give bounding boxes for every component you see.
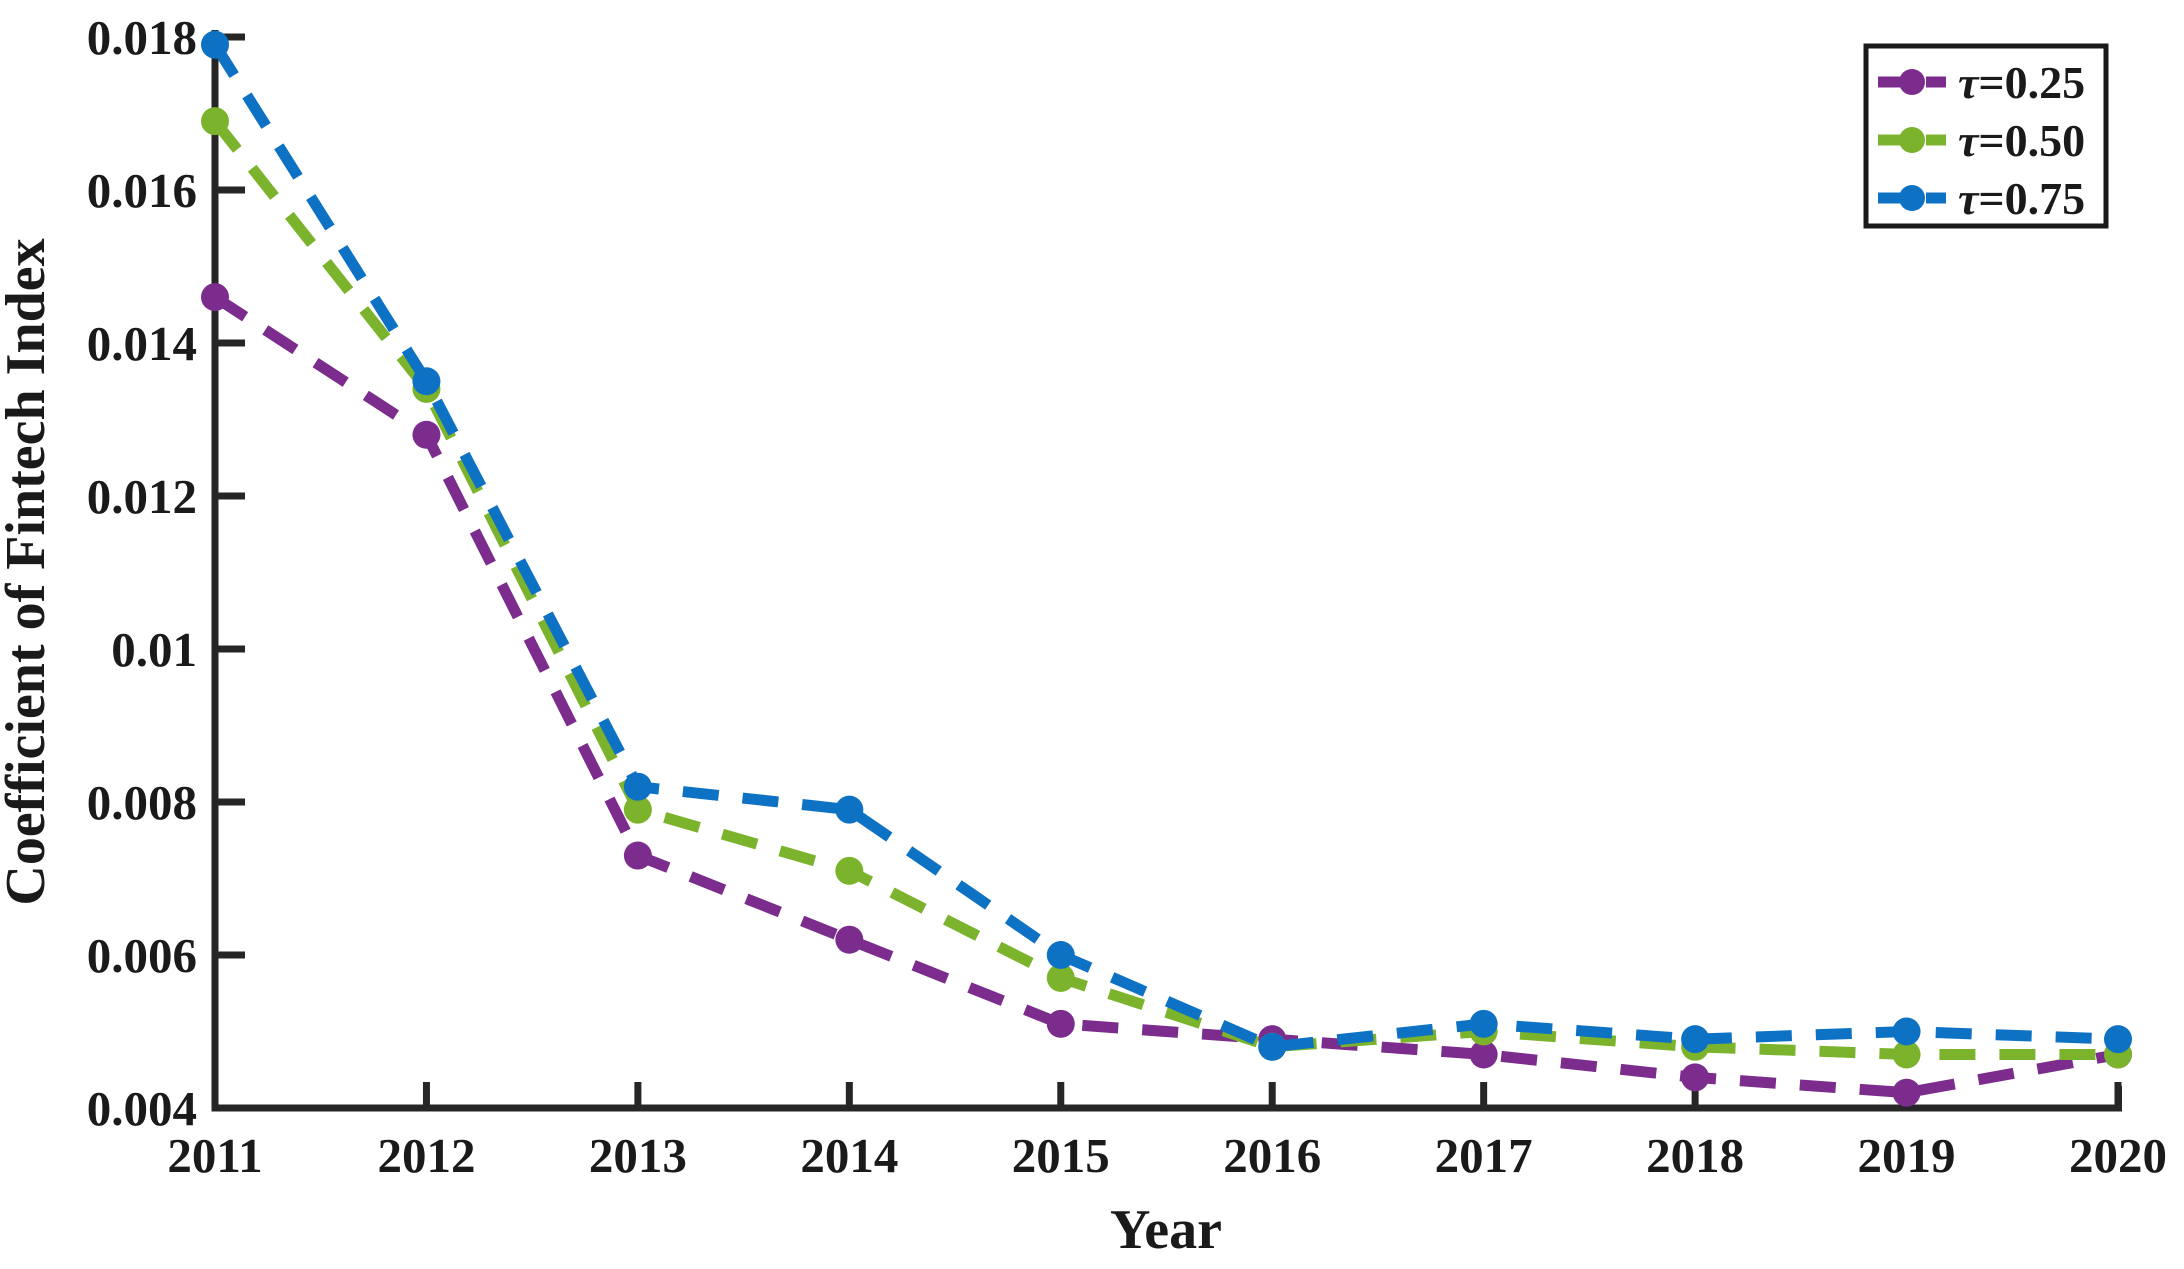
- legend-entry-τ=0.75: τ=0.75: [1878, 173, 2085, 224]
- legend-label: τ=0.25: [1958, 57, 2085, 108]
- data-point-marker: [1469, 1040, 1498, 1069]
- data-point-marker: [1681, 1025, 1710, 1054]
- y-axis-label: Coefficient of Fintech Index: [0, 238, 57, 905]
- series-line: [211, 292, 2119, 1099]
- data-point-marker: [1892, 1040, 1921, 1069]
- x-tick-label: 2013: [589, 1128, 687, 1183]
- x-tick-label: 2015: [1012, 1128, 1110, 1183]
- legend: τ=0.25 τ=0.50 τ=0.75: [1863, 43, 2109, 229]
- data-point-marker: [412, 420, 441, 449]
- data-point-marker: [1046, 1009, 1075, 1038]
- series-line: [210, 117, 2118, 1060]
- legend-label: τ=0.50: [1958, 115, 2085, 166]
- x-tick-label: 2011: [167, 1128, 262, 1183]
- series-τ=0.50: [201, 107, 2132, 1069]
- data-point-marker: [835, 795, 864, 824]
- legend-label: τ=0.75: [1958, 173, 2085, 224]
- x-tick-label: 2016: [1223, 1128, 1321, 1183]
- data-point-marker: [623, 795, 652, 824]
- y-tick-label: 0.008: [87, 775, 197, 830]
- series-τ=0.25: [201, 283, 2132, 1107]
- data-point-marker: [1892, 1078, 1921, 1107]
- x-tick-label: 2017: [1435, 1128, 1533, 1183]
- data-point-marker: [1892, 1017, 1921, 1046]
- series-group: [201, 30, 2132, 1107]
- legend-marker: [1899, 69, 1925, 95]
- x-tick-label: 2020: [2069, 1128, 2167, 1183]
- data-point-marker: [201, 30, 229, 59]
- data-point-marker: [1258, 1032, 1287, 1061]
- series-τ=0.75: [201, 30, 2132, 1061]
- legend-entry-τ=0.50: τ=0.50: [1878, 115, 2085, 166]
- y-tick-label: 0.004: [87, 1081, 197, 1136]
- data-point-marker: [1046, 941, 1075, 969]
- data-point-marker: [623, 841, 652, 870]
- data-point-marker: [1681, 1063, 1710, 1092]
- x-tick-label: 2012: [377, 1128, 475, 1183]
- y-tick-label: 0.006: [87, 928, 197, 983]
- data-point-marker: [835, 856, 864, 885]
- data-point-marker: [201, 283, 229, 312]
- data-point-marker: [201, 107, 229, 136]
- data-point-marker: [835, 925, 864, 954]
- x-axis-label: Year: [1110, 1199, 1222, 1261]
- legend-marker: [1899, 127, 1925, 153]
- y-tick-label: 0.018: [87, 10, 197, 65]
- x-tick-label: 2019: [1858, 1128, 1956, 1183]
- legend-entry-τ=0.25: τ=0.25: [1878, 57, 2085, 108]
- data-point-marker: [2104, 1025, 2132, 1054]
- data-point-marker: [412, 367, 441, 396]
- y-tick-label: 0.012: [87, 469, 197, 524]
- data-point-marker: [1046, 963, 1075, 992]
- x-tick-label: 2014: [800, 1128, 898, 1183]
- y-tick-label: 0.014: [87, 316, 197, 371]
- y-tick-label: 0.01: [111, 622, 197, 677]
- y-tick-label: 0.016: [87, 163, 197, 218]
- series-line: [210, 41, 2119, 1053]
- legend-marker: [1899, 185, 1925, 211]
- x-tick-label: 2018: [1646, 1128, 1744, 1183]
- axes-group: 0.004 0.006 0.008 0.01 0.012 0.014 0.016 0.018 2…: [87, 10, 2167, 1183]
- data-point-marker: [623, 772, 652, 801]
- data-point-marker: [1469, 1009, 1498, 1038]
